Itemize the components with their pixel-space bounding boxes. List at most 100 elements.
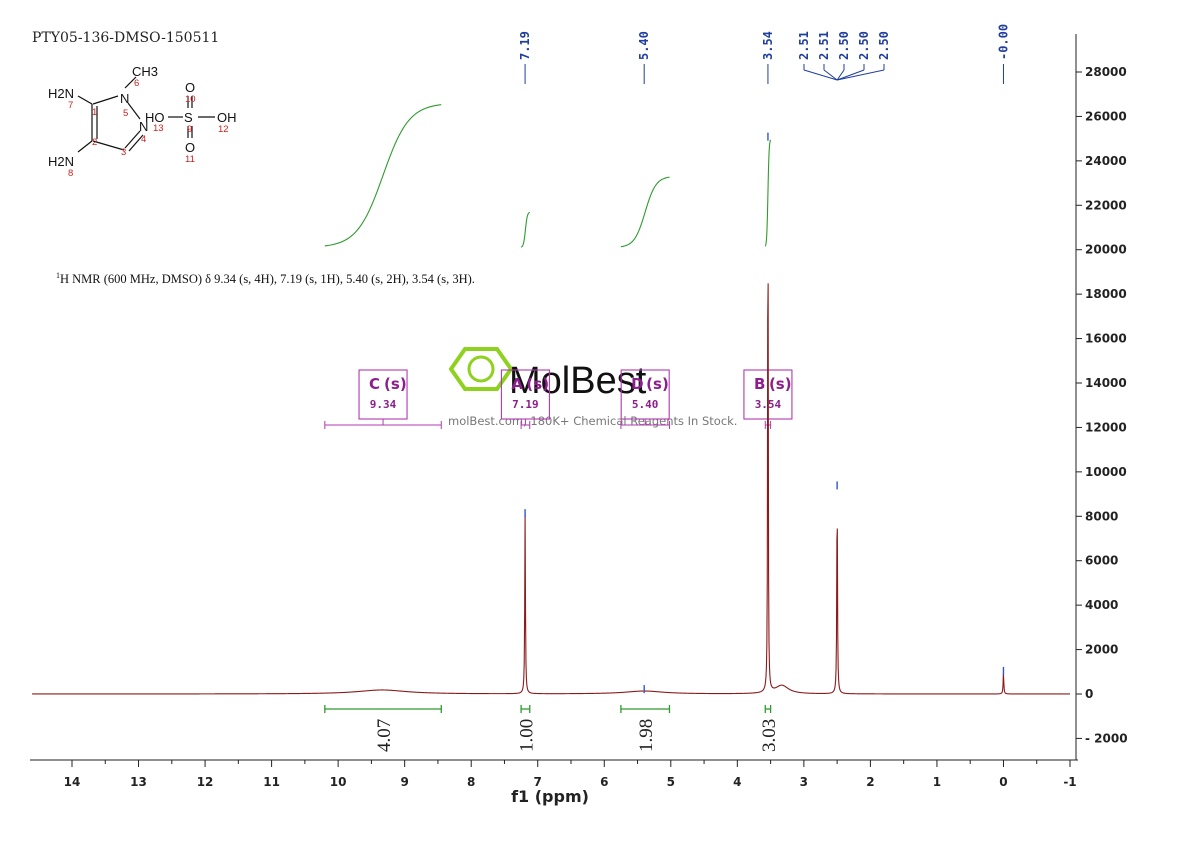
multiplet-boxes: C (s)9.34A (s)7.19D (s)5.40B (s)3.54 [324, 369, 793, 429]
atom-o10: O [185, 80, 195, 95]
x-tick-label: 13 [130, 775, 147, 789]
peak-shift-label: 2.51 [817, 31, 831, 60]
bond-c1-n5 [92, 95, 119, 105]
integral-value: 1.98 [636, 719, 657, 752]
peak-label-connector [837, 69, 885, 81]
peak-shift-label: 3.54 [761, 31, 775, 60]
y-tick-label: 0 [1085, 687, 1093, 701]
multiplet-shift: 9.34 [370, 398, 397, 411]
x-tick-label: 8 [467, 775, 475, 789]
multiplet-letter: B [754, 375, 765, 393]
bond-c1-nh2 [77, 95, 93, 105]
atom-s: S [184, 110, 193, 125]
atom-num-9: 9 [187, 124, 192, 135]
benzene-ring-icon [467, 355, 495, 383]
x-tick-label: 3 [800, 775, 808, 789]
multiplet-shift: 5.40 [632, 398, 659, 411]
watermark-logo: MolBest [448, 347, 647, 402]
y-tick-label: 16000 [1085, 332, 1127, 346]
x-tick-label: 6 [600, 775, 608, 789]
nmr-description: 1H NMR (600 MHz, DMSO) δ 9.34 (s, 4H), 7… [56, 271, 475, 287]
atom-o11: O [185, 140, 195, 155]
integral-curve [324, 104, 442, 247]
atom-num-13: 13 [153, 123, 164, 134]
peak-label-connector [803, 69, 838, 81]
atom-num-11: 11 [185, 154, 195, 165]
x-tick-label: 14 [64, 775, 81, 789]
peak-shift-label: 2.50 [837, 31, 851, 60]
y-ticks: - 2000 0 2000 4000 6000 8000 10000 12000 14000 16… [1076, 65, 1128, 745]
sample-id: PTY05-136-DMSO-150511 [32, 30, 220, 46]
atom-nh2-bottom: H2N [48, 154, 74, 169]
atom-ho: HO [145, 110, 165, 125]
bond-n5-ch3 [124, 76, 137, 89]
y-tick-label: 2000 [1085, 643, 1118, 657]
integral-value: 1.00 [516, 719, 537, 752]
x-tick-label: 11 [263, 775, 280, 789]
multiplet-type: (s) [526, 375, 549, 393]
x-tick-label: 9 [400, 775, 408, 789]
y-tick-label: 20000 [1085, 243, 1127, 257]
peak-shift-label: 2.51 [797, 31, 811, 60]
y-tick-label: 28000 [1085, 65, 1127, 79]
x-tick-label: 7 [534, 775, 542, 789]
peak-shift-label: -0.00 [996, 24, 1010, 60]
ring-num-1: 1 [92, 107, 97, 118]
integral-brackets: 4.07 1.00 1.98 3.03 [324, 705, 780, 752]
spectrum-line [32, 283, 1070, 695]
ring-num-3: 3 [121, 147, 126, 158]
multiplet-letter: A [511, 375, 523, 393]
y-tick-label: 12000 [1085, 420, 1127, 434]
y-tick-label: 4000 [1085, 598, 1118, 612]
y-tick-label: 10000 [1085, 465, 1127, 479]
integral-value: 4.07 [374, 719, 395, 752]
atom-num-5: 5 [123, 108, 128, 119]
x-tick-label: 2 [866, 775, 874, 789]
peak-shift-label: 2.50 [877, 31, 891, 60]
multiplet-type: (s) [646, 375, 669, 393]
y-tick-label: 24000 [1085, 154, 1127, 168]
multiplet-type: (s) [384, 375, 407, 393]
atom-num-6: 6 [134, 78, 139, 89]
x-tick-label: 0 [999, 775, 1007, 789]
y-tick-label: 26000 [1085, 109, 1127, 123]
multiplet-shift: 7.19 [512, 398, 539, 411]
x-tick-label: 4 [733, 775, 741, 789]
peak-label-connector [836, 69, 845, 81]
multiplet-type: (s) [769, 375, 792, 393]
ring-num-4: 4 [141, 134, 146, 145]
bond-c3-n4 [124, 130, 141, 149]
bond-c2-nh2 [77, 140, 93, 153]
integral-value: 3.03 [759, 719, 780, 752]
atom-num-10: 10 [185, 94, 196, 105]
peak-label-connector [823, 69, 838, 81]
bond-c3-n4-double [128, 134, 144, 152]
molecule-structure: H2N 7 CH3 6 N 5 N 13 H2N 8 HO S 9 OH 12 … [48, 64, 237, 179]
y-tick-label: 8000 [1085, 509, 1118, 523]
multiplet-letter: C [369, 375, 380, 393]
integral-curve [620, 176, 670, 248]
peak-labels: 7.19 5.40 3.54 2.51 2.51 2.50 2.50 2.50 -0.00 [518, 24, 1010, 694]
peak-shift-label: 5.40 [637, 31, 651, 60]
x-tick-label: 1 [933, 775, 941, 789]
benzene-logo-icon [448, 347, 514, 391]
x-tick-label: -1 [1063, 775, 1076, 789]
axes: - 20000200040006000800010000120001400016… [30, 34, 1128, 806]
y-tick-label: 22000 [1085, 198, 1127, 212]
atom-nh2-top: H2N [48, 86, 74, 101]
y-tick-label: 6000 [1085, 554, 1118, 568]
x-tick-label: 12 [197, 775, 214, 789]
atom-num-12: 12 [218, 124, 229, 135]
bond-c2-c3 [92, 140, 125, 151]
multiplet-letter: D [631, 375, 643, 393]
x-ticks: 14 13 12 11 10 9 8 7 6 5 4 3 2 1 0 -1 [64, 760, 1077, 789]
atom-num-7: 7 [68, 100, 73, 111]
y-tick-label: - 2000 [1085, 731, 1128, 745]
nmr-description-text: H NMR (600 MHz, DMSO) δ 9.34 (s, 4H), 7.… [60, 272, 475, 287]
bond-n5-n4 [127, 102, 141, 120]
peak-shift-label: 2.50 [857, 31, 871, 60]
watermark-brand: MolBest [509, 360, 647, 402]
peak-shift-label: 7.19 [518, 31, 532, 60]
atom-num-8: 8 [68, 168, 73, 179]
